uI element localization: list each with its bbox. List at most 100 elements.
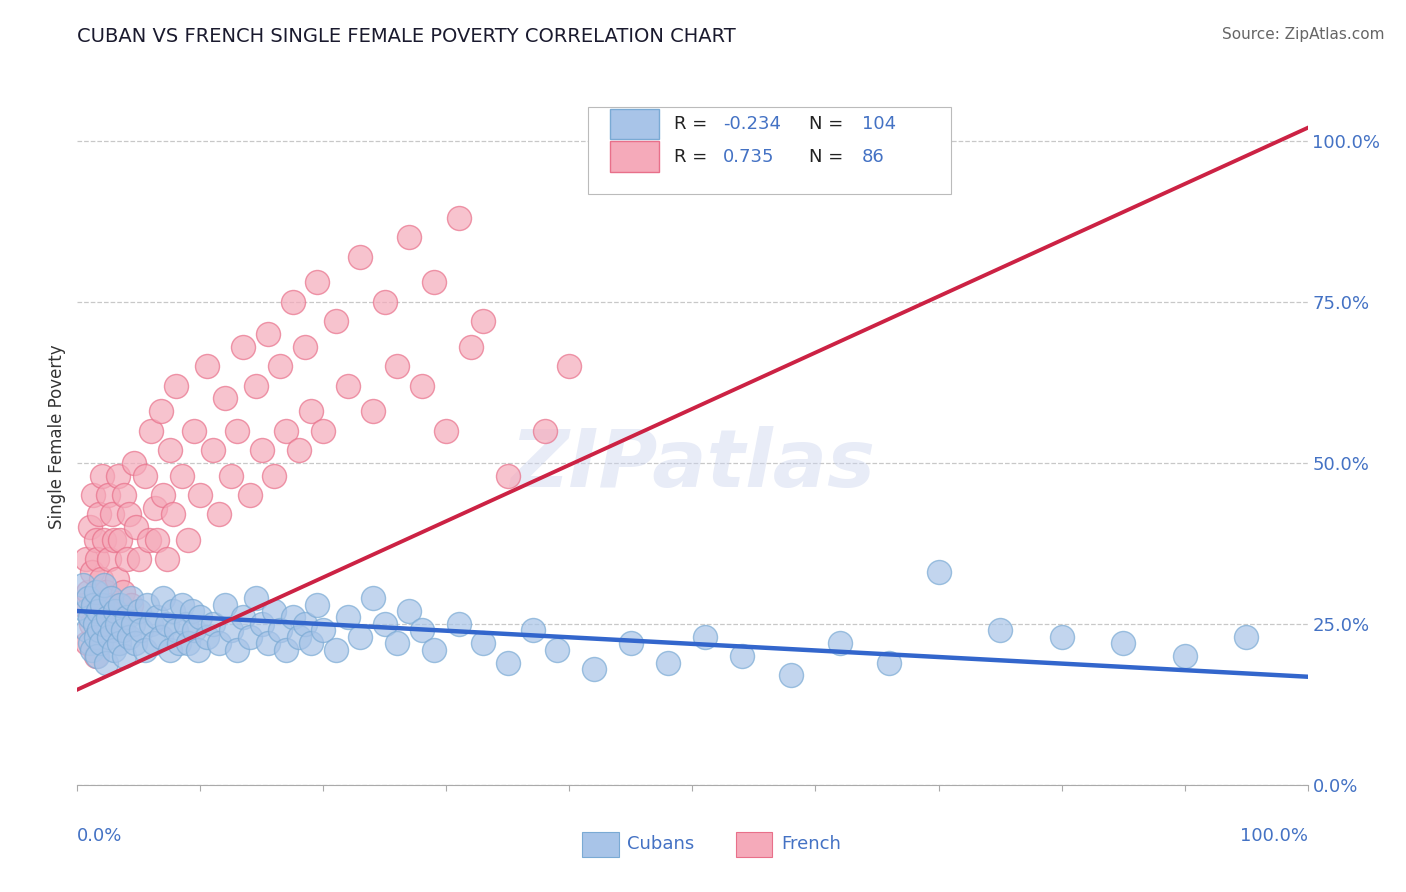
Point <box>257 636 280 650</box>
Point <box>141 616 163 631</box>
Point <box>110 533 132 548</box>
Point <box>307 276 329 290</box>
Point <box>312 424 335 438</box>
Point <box>361 404 384 418</box>
Point <box>385 359 409 374</box>
Text: 0.0%: 0.0% <box>77 827 122 845</box>
Point <box>118 630 141 644</box>
Point <box>91 616 114 631</box>
Text: N =: N = <box>810 115 849 133</box>
Point <box>101 624 124 638</box>
Point <box>83 598 105 612</box>
Point <box>374 294 396 309</box>
Point <box>496 468 519 483</box>
Point <box>112 649 135 664</box>
Point <box>162 604 184 618</box>
Point <box>239 488 262 502</box>
Point <box>337 610 360 624</box>
Point <box>165 624 187 638</box>
FancyBboxPatch shape <box>610 109 659 139</box>
Point <box>257 326 280 341</box>
Point <box>87 604 110 618</box>
Point <box>103 642 125 657</box>
Point <box>72 598 94 612</box>
Point <box>97 610 120 624</box>
Point <box>214 392 236 406</box>
Point <box>201 616 224 631</box>
Point <box>522 624 544 638</box>
Text: 86: 86 <box>862 148 884 166</box>
Point <box>134 642 156 657</box>
Point <box>101 508 124 522</box>
FancyBboxPatch shape <box>588 106 950 194</box>
Point <box>534 424 557 438</box>
Point <box>219 468 242 483</box>
Point <box>89 508 111 522</box>
Point <box>188 488 212 502</box>
Point <box>177 533 200 548</box>
Point <box>87 604 110 618</box>
Point <box>276 642 298 657</box>
Point <box>349 250 371 264</box>
Point <box>103 533 125 548</box>
Point <box>620 166 643 180</box>
Point <box>263 468 285 483</box>
Point <box>128 552 150 566</box>
Point <box>208 508 231 522</box>
Point <box>72 578 94 592</box>
Point <box>325 642 347 657</box>
Point <box>1174 649 1197 664</box>
Point <box>312 624 335 638</box>
Point <box>281 610 304 624</box>
Point <box>77 591 100 606</box>
Text: R =: R = <box>673 148 713 166</box>
Point <box>460 340 482 354</box>
Point <box>79 636 101 650</box>
Point <box>90 572 112 586</box>
Point <box>134 468 156 483</box>
Text: Source: ZipAtlas.com: Source: ZipAtlas.com <box>1222 27 1385 42</box>
Text: ZIPatlas: ZIPatlas <box>510 425 875 504</box>
Text: -0.234: -0.234 <box>723 115 782 133</box>
Point <box>436 424 458 438</box>
Point <box>75 552 97 566</box>
Point <box>180 604 202 618</box>
Point <box>294 340 316 354</box>
Point <box>82 566 104 580</box>
Point <box>82 488 104 502</box>
Point <box>159 442 181 457</box>
Point <box>447 211 470 225</box>
Point <box>226 424 249 438</box>
Point <box>879 656 901 670</box>
Point <box>146 533 169 548</box>
Point <box>177 636 200 650</box>
Point <box>159 642 181 657</box>
Text: 0.735: 0.735 <box>723 148 775 166</box>
Point <box>288 630 311 644</box>
Point <box>928 566 950 580</box>
Point <box>169 636 191 650</box>
Point <box>208 636 231 650</box>
Point <box>299 404 322 418</box>
Point <box>250 442 273 457</box>
Point <box>398 230 420 244</box>
Point <box>307 598 329 612</box>
Point <box>112 488 135 502</box>
Point <box>1050 630 1073 644</box>
Point <box>337 378 360 392</box>
Point <box>121 591 143 606</box>
Point <box>105 616 128 631</box>
Point <box>245 591 267 606</box>
Point <box>607 134 630 148</box>
Point <box>98 630 121 644</box>
Point <box>84 649 107 664</box>
Point <box>288 442 311 457</box>
Point <box>219 624 242 638</box>
Point <box>423 276 446 290</box>
Point <box>152 591 174 606</box>
Point <box>170 598 193 612</box>
Point <box>269 624 291 638</box>
Point <box>657 656 679 670</box>
Point <box>136 598 159 612</box>
Point <box>682 134 704 148</box>
